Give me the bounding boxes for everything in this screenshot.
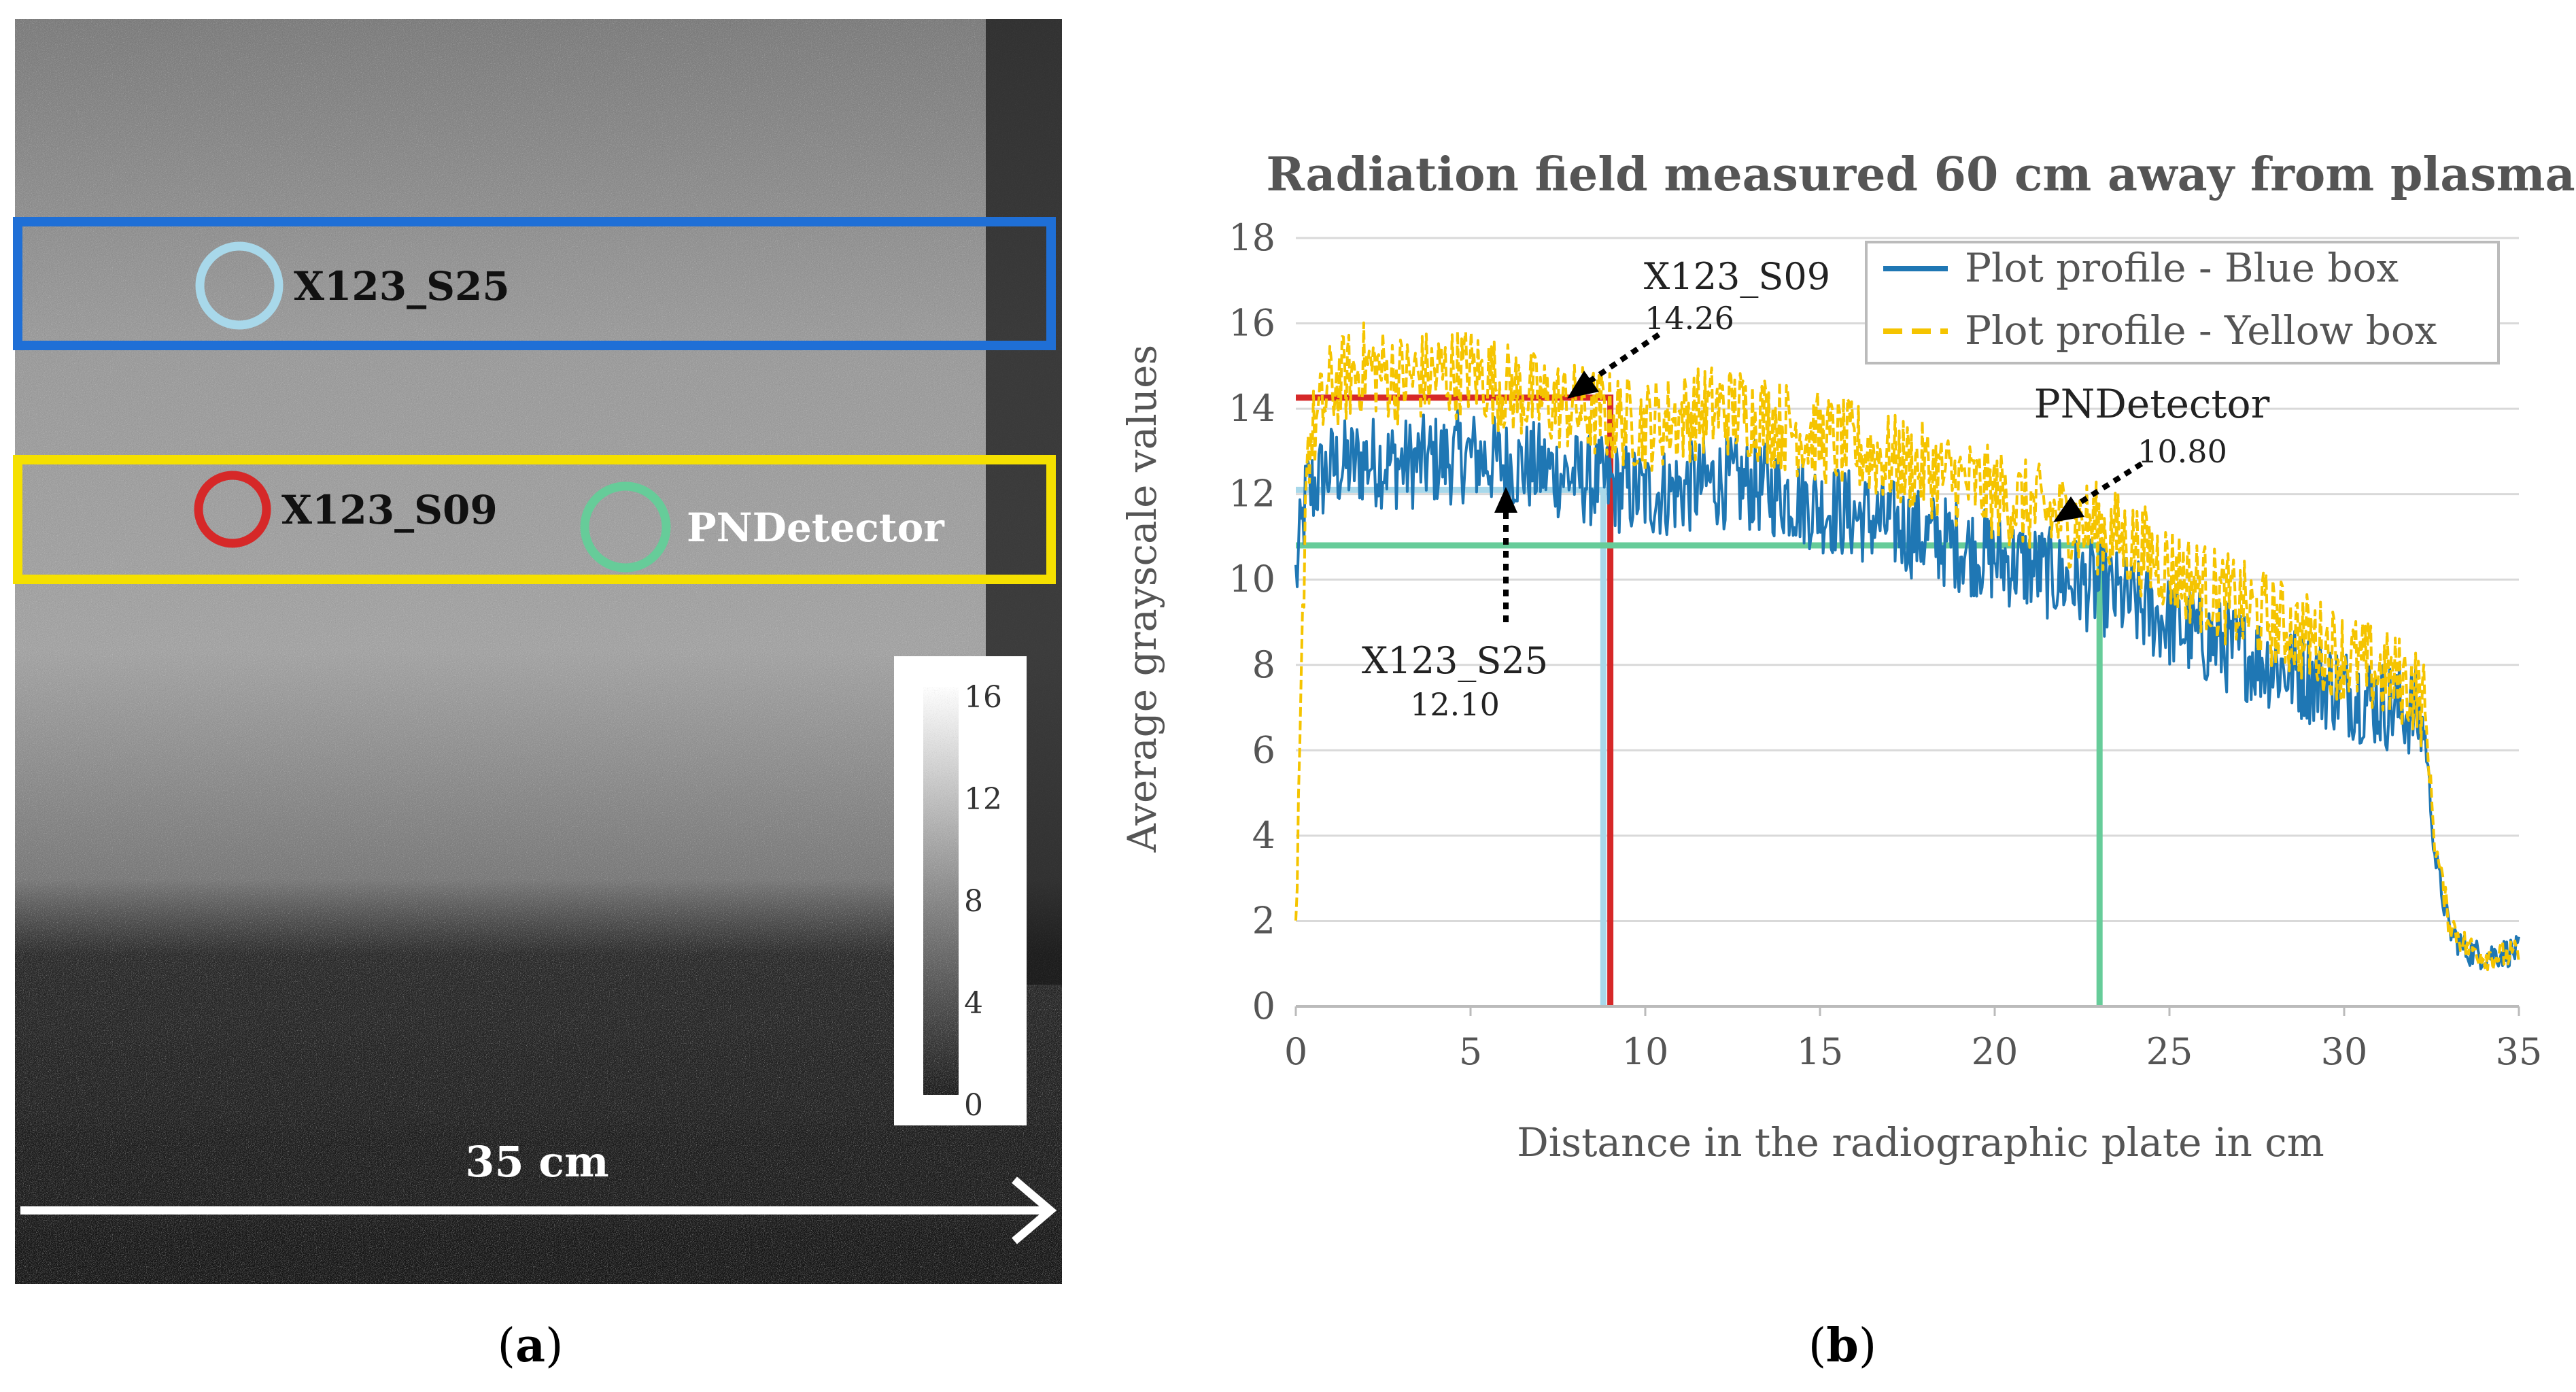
y-tick-14: 14	[1229, 387, 1275, 430]
radiograph-plate	[15, 19, 1062, 1284]
annotation-x123-s09: X123_S09 14.26	[1567, 255, 1830, 398]
annotation-pndetector-arrow	[2068, 461, 2144, 511]
annotation-pndetector-value: 10.80	[2137, 433, 2227, 470]
reference-line-pndetector	[1296, 542, 2103, 1006]
annotation-x123-s09-label: X123_S09	[1644, 255, 1830, 298]
scale-label: 35 cm	[465, 1137, 608, 1187]
x-axis-label: Distance in the radiographic plate in cm	[1517, 1119, 2324, 1166]
reference-line-x123-s25	[1296, 486, 1607, 1006]
colorbar-tick-8: 8	[964, 884, 983, 919]
legend-label-yellow: Plot profile - Yellow box	[1965, 307, 2437, 354]
x-tick-20: 20	[1972, 1030, 2019, 1073]
caption-a-close: )	[545, 1319, 564, 1373]
panel-b: Radiation field measured 60 cm away from…	[1119, 148, 2575, 1373]
caption-b-close: )	[1859, 1319, 1877, 1373]
legend-box	[1865, 241, 2500, 364]
series-line-blue-box	[1294, 409, 2520, 970]
panel-a: X123_S25 X123_S09 PNDetector 16 12 8 4 0…	[13, 19, 1062, 1373]
annotation-pndetector-arrowhead	[2053, 496, 2084, 522]
x-tick-25: 25	[2146, 1030, 2193, 1073]
y-tick-10: 10	[1229, 558, 1275, 600]
yellow-box	[13, 455, 1056, 584]
x-tick-30: 30	[2321, 1030, 2368, 1073]
caption-b: (b)	[1808, 1319, 1877, 1373]
annotation-pndetector: PNDetector 10.80	[2034, 381, 2270, 522]
y-tick-16: 16	[1229, 302, 1275, 345]
y-tick-8: 8	[1252, 643, 1275, 686]
colorbar-tick-16: 16	[964, 680, 1002, 715]
annotation-x123-s09-arrow	[1582, 332, 1661, 388]
legend: Plot profile - Blue box Plot profile - Y…	[1865, 241, 2500, 364]
annotation-pndetector-label: PNDetector	[2034, 381, 2270, 427]
detector-circle-pndetector	[580, 481, 671, 573]
annotation-x123-s25-value: 12.10	[1410, 686, 1500, 723]
detector-label-pndetector: PNDetector	[687, 505, 945, 551]
y-tick-0: 0	[1252, 985, 1275, 1028]
detector-circle-x123-s25	[195, 241, 284, 330]
y-tick-12: 12	[1229, 473, 1275, 515]
y-axis-label: Average grayscale values	[1119, 345, 1165, 853]
colorbar-tick-0: 0	[964, 1088, 983, 1123]
colorbar: 16 12 8 4 0	[894, 656, 1027, 1125]
x-tick-35: 35	[2496, 1030, 2543, 1073]
colorbar-tick-4: 4	[964, 986, 983, 1021]
caption-a-open: (	[497, 1319, 515, 1373]
caption-b-letter: b	[1826, 1319, 1859, 1373]
y-tick-2: 2	[1252, 899, 1275, 942]
y-tick-6: 6	[1252, 728, 1275, 771]
caption-a-letter: a	[515, 1319, 545, 1373]
caption-b-open: (	[1808, 1319, 1827, 1373]
x-tick-15: 15	[1797, 1030, 1844, 1073]
plot-series	[1294, 321, 2520, 972]
detector-label-x123-s09: X123_S09	[281, 487, 498, 533]
caption-a: (a)	[497, 1319, 563, 1373]
annotation-x123-s09-value: 14.26	[1645, 300, 1734, 337]
annotation-x123-s25: X123_S25 12.10	[1362, 487, 1548, 723]
chart-title: Radiation field measured 60 cm away from…	[1266, 148, 2575, 202]
x-tick-10: 10	[1622, 1030, 1669, 1073]
axis-ticks: 0 2 4 6 8 10 12 14 16 18 0 5 10 15 20 25 30 35	[1229, 216, 2542, 1073]
annotation-x123-s25-label: X123_S25	[1362, 639, 1548, 682]
annotation-x123-s09-arrowhead	[1567, 371, 1599, 398]
x-tick-0: 0	[1284, 1030, 1307, 1073]
y-tick-4: 4	[1252, 814, 1275, 857]
series-line-yellow-box	[1294, 321, 2520, 972]
colorbar-tick-12: 12	[964, 782, 1002, 817]
colorbar-background	[894, 656, 1027, 1125]
blue-box	[13, 217, 1056, 350]
detector-circle-x123-s09	[194, 471, 271, 548]
x-tick-5: 5	[1459, 1030, 1482, 1073]
detector-label-x123-s25: X123_S25	[294, 263, 510, 309]
scale-arrow-head	[1012, 1176, 1057, 1244]
annotation-x123-s25-arrowhead	[1494, 487, 1517, 513]
colorbar-gradient	[923, 687, 959, 1095]
legend-label-blue: Plot profile - Blue box	[1965, 245, 2399, 291]
y-tick-18: 18	[1229, 216, 1275, 259]
